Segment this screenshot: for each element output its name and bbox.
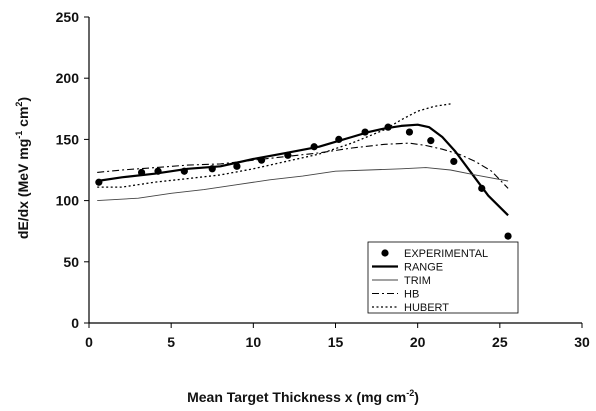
series-layer: [95, 103, 512, 240]
y-axis-title-mid: cm: [15, 107, 31, 131]
y-tick-label: 0: [71, 315, 79, 331]
legend-label-hb: HB: [404, 289, 419, 301]
legend-symbol-experimental: [381, 249, 389, 257]
x-axis-title-sup: -2: [406, 388, 414, 398]
data-point-experimental: [405, 128, 414, 136]
series-experimental: [95, 123, 512, 240]
x-tick-label: 25: [492, 334, 508, 350]
y-tick-label: 200: [56, 70, 80, 86]
data-point-experimental: [450, 157, 458, 166]
legend-label-range: RANGE: [404, 262, 443, 274]
x-tick-label: 15: [328, 334, 344, 350]
x-tick-label: 0: [85, 334, 93, 350]
legend-box: [367, 241, 519, 314]
data-point-experimental: [233, 162, 241, 170]
x-tick-label: 30: [574, 334, 590, 350]
legend-label-trim: TRIM: [404, 275, 431, 287]
series-line-trim: [97, 167, 509, 202]
series-line-range: [97, 123, 509, 217]
y-axis-title-sup1: -1: [14, 131, 24, 139]
legend-label-hubert: HUBERT: [404, 302, 449, 314]
y-tick-label: 50: [63, 254, 79, 270]
x-axis-title-main: Mean Target Thickness x (mg cm: [187, 389, 406, 405]
data-point-experimental: [427, 137, 435, 145]
y-axis-title: dE/dx (MeV mg-1 cm2): [14, 97, 31, 239]
axes-layer: 0 5 10 15 20 25 30 0 50 100 150 200 250: [56, 9, 590, 350]
x-tick-label: 20: [410, 334, 426, 350]
y-tick-label: 250: [56, 9, 80, 25]
x-axis-title: Mean Target Thickness x (mg cm-2): [187, 388, 419, 405]
x-axis-title-end: ): [414, 389, 419, 405]
y-tick-label: 150: [56, 131, 80, 147]
y-axis-title-sup2: 2: [14, 102, 24, 107]
data-point-experimental: [504, 232, 512, 240]
y-axis-title-main: dE/dx (MeV mg: [15, 139, 31, 239]
series-line-hubert: [97, 103, 451, 188]
y-tick-label: 100: [56, 193, 80, 209]
x-tick-label: 5: [167, 334, 175, 350]
y-axis-title-end: ): [15, 97, 31, 102]
x-tick-label: 10: [246, 334, 262, 350]
legend-label-experimental: EXPERIMENTAL: [404, 248, 488, 260]
series-line-hb: [97, 142, 509, 189]
